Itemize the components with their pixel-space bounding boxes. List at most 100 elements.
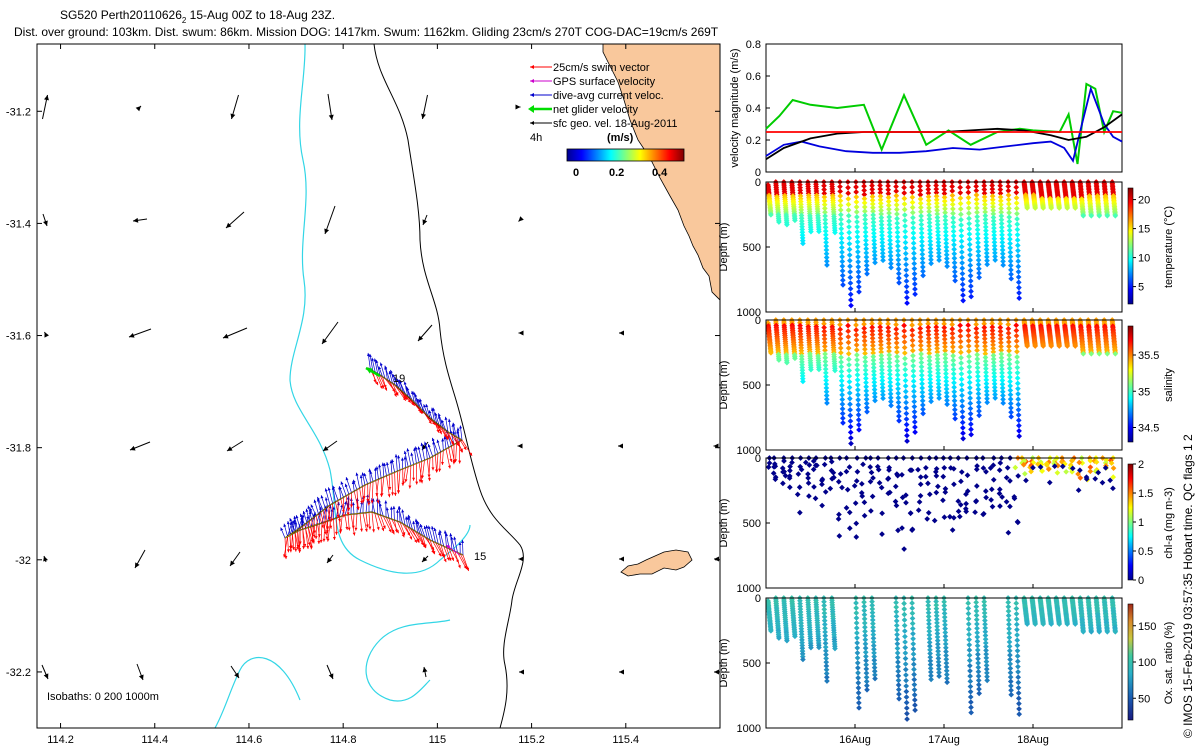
profile-point (912, 286, 918, 292)
profile-point (941, 332, 948, 339)
profile-point (879, 232, 885, 239)
profile-point (917, 321, 923, 328)
swim-vector (385, 516, 395, 535)
profile-point (1112, 350, 1119, 357)
profile-point (855, 259, 861, 265)
profile-point (997, 190, 1004, 197)
profile-point (877, 331, 884, 338)
profile-point (976, 690, 982, 697)
swim-vector (368, 482, 371, 506)
profile-point (974, 483, 980, 489)
dac-vector-head (459, 425, 463, 429)
profile-point (1016, 295, 1023, 302)
profile-point (1092, 475, 1099, 482)
profile-point (854, 655, 861, 661)
profile-point (973, 608, 980, 614)
profile-point (984, 395, 990, 402)
profile-point (944, 255, 950, 262)
profile-point (975, 261, 982, 268)
profile-point (923, 464, 929, 471)
profile-point (942, 202, 948, 208)
profile-point (861, 321, 867, 328)
profile-point (772, 474, 779, 481)
profile-point (1000, 396, 1006, 403)
sfc-vector-head (223, 333, 229, 339)
dac-vector-head (385, 462, 389, 466)
profile-point (942, 641, 949, 647)
swim-vector-head (420, 542, 424, 546)
profile-point (975, 373, 981, 380)
sfc-vector-head (324, 228, 330, 234)
profile-point (861, 195, 868, 202)
profile-point (869, 320, 875, 327)
profile-point (910, 352, 916, 359)
dac-vector-head (289, 518, 293, 522)
profile-point (959, 249, 965, 255)
profile-point (967, 267, 974, 274)
profile-point (879, 250, 886, 257)
profile-point (958, 376, 965, 383)
profile-point (776, 219, 782, 225)
velocity-ytick-label: 0.2 (746, 135, 761, 147)
profile-point (934, 627, 941, 633)
profile-point (780, 469, 786, 475)
dac-vector-head (389, 460, 393, 464)
track-line-highlight (321, 511, 464, 556)
legend-gps: GPS surface velocity (553, 76, 656, 88)
profile-point (911, 281, 918, 287)
dac-vector-head (445, 532, 449, 537)
sfc-vector-head (713, 443, 719, 449)
profile-point (822, 209, 828, 216)
dac-vector-head (441, 438, 445, 442)
profile-point (935, 366, 941, 373)
dac-vector-head (412, 520, 416, 525)
profile-point (792, 355, 798, 362)
profile-point (992, 250, 998, 256)
profile-point (887, 237, 893, 244)
swim-vector (307, 527, 312, 549)
profile-point (819, 481, 825, 488)
profile-point (838, 239, 845, 246)
profile-point (956, 513, 963, 520)
dac-vector-head (324, 497, 328, 501)
profile-point (887, 241, 894, 248)
velocity-ytick-label: 0 (755, 167, 761, 179)
profile-point (981, 602, 988, 609)
swim-vector (455, 442, 458, 463)
profile-point (958, 365, 965, 372)
profile-point (910, 240, 917, 247)
profile-point (792, 633, 798, 640)
sfc-vector-head (618, 443, 623, 449)
profile-point (942, 629, 949, 636)
sfc-vector-head (422, 556, 428, 562)
profile-point (975, 390, 982, 397)
profile-point (832, 229, 838, 236)
map-ytick-label: -32 (15, 555, 31, 567)
swim-vector-head (303, 543, 307, 548)
profile-point (870, 204, 876, 211)
profile-point (862, 636, 869, 643)
profile-point (925, 324, 932, 331)
profile-point (886, 352, 893, 358)
depth-tick-label: 1000 (737, 723, 761, 735)
profile-point (839, 387, 845, 393)
profile-point (902, 633, 908, 640)
profile-point (926, 357, 933, 364)
profile-point (861, 187, 868, 194)
dac-vector-head (427, 444, 431, 448)
swim-vector-head (438, 553, 442, 557)
profile-point (822, 343, 828, 350)
dac-vector-head (375, 466, 379, 470)
profile-point (926, 643, 933, 649)
profile-point (896, 695, 902, 702)
profile-point (926, 343, 932, 349)
profile-point (989, 320, 996, 327)
profile-point (808, 228, 814, 235)
colorbar-tick-label: 0.5 (1138, 546, 1153, 558)
profile-point (999, 232, 1005, 238)
profile-point (879, 531, 885, 537)
profile-point (910, 235, 917, 241)
profile-point (855, 264, 862, 270)
profile-point (1005, 183, 1012, 190)
dac-vector-head (351, 502, 355, 506)
